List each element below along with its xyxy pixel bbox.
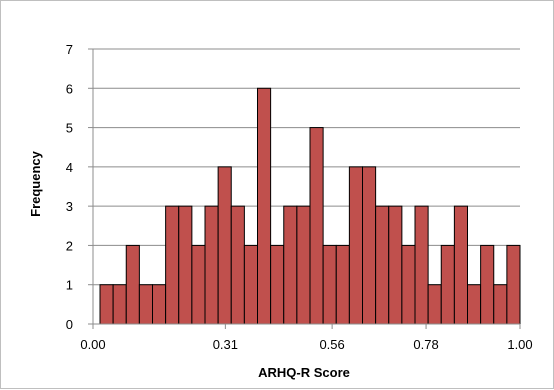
histogram-bar [125, 244, 140, 325]
x-axis-title: ARHQ-R Score [258, 365, 350, 380]
histogram-bar [296, 205, 311, 325]
y-tick-labels: 0 1 2 3 4 5 6 7 [66, 42, 73, 332]
histogram-bar [138, 284, 153, 325]
histogram-bar [335, 244, 350, 325]
histogram-bar [467, 284, 482, 325]
histogram-bar [204, 205, 219, 325]
histogram-bar [191, 244, 206, 325]
y-tick-label: 3 [66, 199, 73, 214]
y-axis-title: Frequency [28, 150, 43, 217]
histogram-bar [99, 284, 114, 325]
y-tick-label: 6 [66, 81, 73, 96]
histogram-bar [427, 284, 442, 325]
y-tick-label: 5 [66, 121, 73, 136]
x-tick-label: 0.00 [80, 337, 105, 352]
histogram-bar [480, 244, 495, 325]
y-tick-label: 2 [66, 238, 73, 253]
x-tick-label: 0.78 [413, 337, 438, 352]
histogram-bar [348, 166, 363, 325]
x-tick-label: 0.56 [319, 337, 344, 352]
histogram-bar [388, 205, 403, 325]
histogram-bar [375, 205, 390, 325]
histogram-bar [506, 244, 521, 325]
x-tick-labels: 0.00 0.31 0.56 0.78 1.00 [80, 337, 532, 352]
histogram-bar [165, 205, 180, 325]
histogram-bar [401, 244, 416, 325]
histogram-bar [243, 244, 258, 325]
y-tick-label: 7 [66, 42, 73, 57]
histogram-bar [178, 205, 193, 325]
histogram-bar [493, 284, 508, 325]
x-tick-label: 1.00 [507, 337, 532, 352]
bars [99, 87, 521, 325]
histogram-bar [217, 166, 232, 325]
histogram-bar [362, 166, 377, 325]
axes [88, 48, 521, 329]
histogram-bar [270, 244, 285, 325]
histogram-bar [152, 284, 167, 325]
y-tick-label: 1 [66, 278, 73, 293]
histogram-bar [414, 205, 429, 325]
histogram-bar [453, 205, 468, 325]
histogram-bar [440, 244, 455, 325]
histogram-bar [309, 127, 324, 325]
histogram-bar [230, 205, 245, 325]
histogram-bar [257, 87, 272, 325]
histogram-bar [322, 244, 337, 325]
x-tick-label: 0.31 [213, 337, 238, 352]
y-tick-label: 4 [66, 160, 73, 175]
histogram-bar [283, 205, 298, 325]
histogram-bar [112, 284, 127, 325]
y-tick-label: 0 [66, 317, 73, 332]
